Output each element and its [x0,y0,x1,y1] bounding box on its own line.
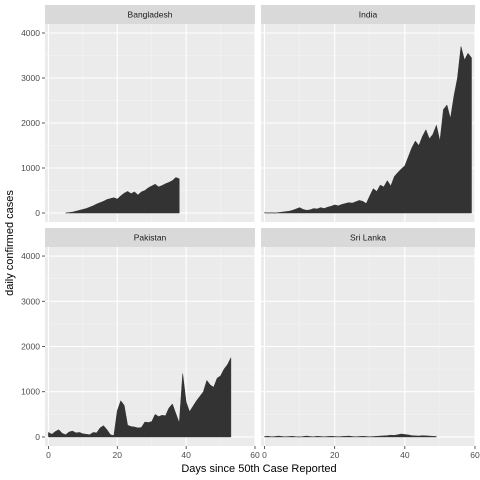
y-tick-label: 2000 [21,342,40,352]
y-tick-label: 0 [35,432,40,442]
panel-pakistan: Pakistan [45,228,256,446]
y-axis-title: daily confirmed cases [4,190,16,296]
area-series-sri-lanka [264,433,437,438]
panel-strip-label: Pakistan [134,233,167,243]
x-tick-label: 0 [262,450,267,460]
x-tick-label: 40 [400,450,410,460]
y-tick-label: 3000 [21,296,40,306]
panel-bangladesh: Bangladesh [45,5,256,222]
area-series-pakistan [48,357,232,438]
panels-layer: Bangladesh India Pakistan Sri Lanka [45,5,476,446]
panel-india: India [261,5,476,222]
x-tick-label: 40 [181,450,191,460]
panel-strip [261,5,475,24]
panel-strip [45,5,255,24]
axis-layer: 0 1000 2000 3000 4000 0 1000 2000 3000 4000 0 20 40 6… [21,28,480,460]
panel-strip-label: India [359,10,378,20]
panel-strip-label: Sri Lanka [350,233,386,243]
panel-strip [45,228,255,247]
y-tick-label: 3000 [21,73,40,83]
area-series-bangladesh [65,177,180,214]
x-axis-title: Days since 50th Case Reported [181,463,336,475]
panel-sri-lanka: Sri Lanka [261,228,476,446]
y-tick-label: 4000 [21,28,40,38]
area-series-india [264,46,472,214]
x-tick-label: 60 [470,450,480,460]
y-tick-label: 1000 [21,387,40,397]
panel-strip-label: Bangladesh [128,10,173,20]
y-tick-label: 4000 [21,251,40,261]
y-tick-label: 0 [35,208,40,218]
y-tick-label: 2000 [21,118,40,128]
y-tick-label: 1000 [21,163,40,173]
x-tick-label: 0 [46,450,51,460]
x-tick-label: 20 [330,450,340,460]
x-tick-label: 60 [250,450,260,460]
panel-strip [261,228,475,247]
x-tick-label: 20 [113,450,123,460]
